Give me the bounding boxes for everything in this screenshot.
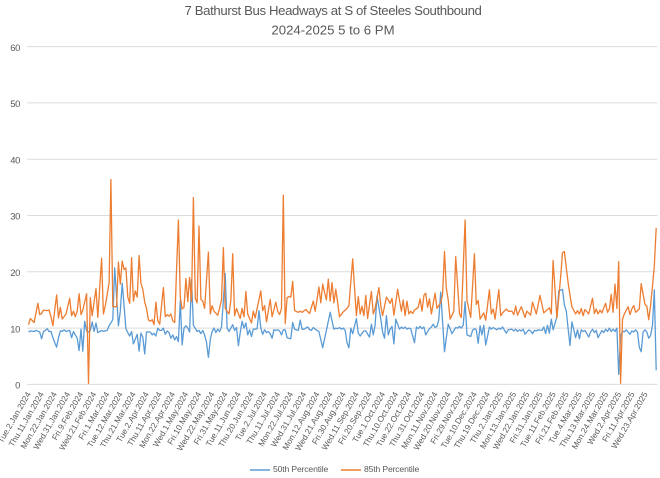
svg-text:10: 10 — [10, 324, 20, 335]
svg-text:50th Percentile: 50th Percentile — [273, 464, 328, 474]
svg-text:7 Bathurst Bus Headways at S o: 7 Bathurst Bus Headways at S of Steeles … — [185, 3, 482, 18]
svg-text:0: 0 — [15, 381, 20, 392]
svg-text:20: 20 — [10, 268, 20, 279]
svg-text:60: 60 — [10, 43, 20, 54]
svg-text:30: 30 — [10, 212, 20, 223]
svg-text:50: 50 — [10, 99, 20, 110]
svg-text:85th Percentile: 85th Percentile — [364, 464, 419, 474]
svg-text:2024-2025 5 to 6 PM: 2024-2025 5 to 6 PM — [271, 23, 394, 38]
svg-text:40: 40 — [10, 155, 20, 166]
